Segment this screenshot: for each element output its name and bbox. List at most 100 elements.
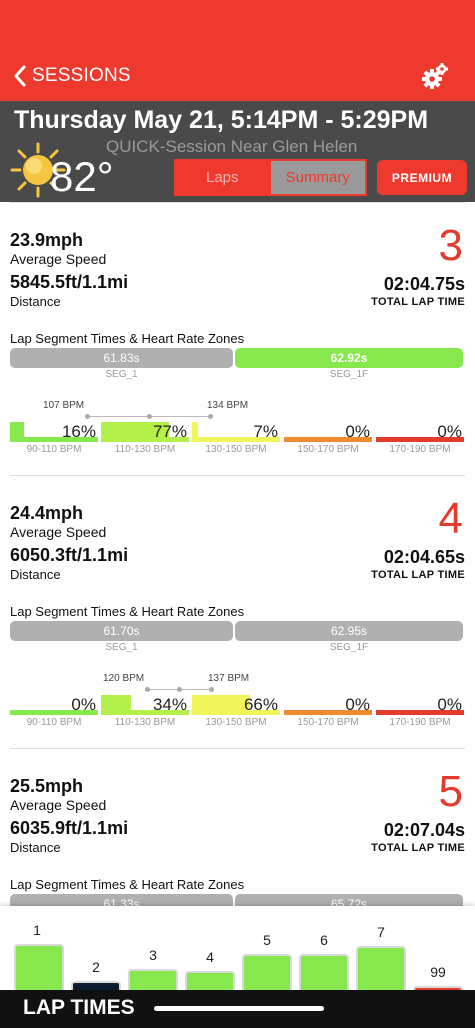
segment-time-bar[interactable]: 61.83s [10,348,233,368]
zone-underline [10,710,98,715]
bpm-max-label: 137 BPM [208,673,250,684]
zone-underline [284,437,372,442]
zone-bpm-label: 150-170 BPM [297,444,359,455]
zone-percent: 7% [253,422,278,441]
premium-button[interactable]: PREMIUM [377,160,467,195]
temperature: 82° [50,153,114,200]
lap-bar-label: 2 [92,959,100,975]
total-lap-time-value: 02:07.04s [383,820,465,840]
lap-times-chart: 1 2 3 4 5 6 7 99 [0,906,475,996]
segment-time-bar[interactable]: 61.70s [10,621,233,641]
view-segmented-control: Laps Summary [174,159,367,196]
lap-number: 3 [438,221,463,270]
average-speed-value: 23.9mph [10,230,84,250]
segment-name: SEG_1 [105,369,138,380]
heart-rate-zone: 16% [10,422,98,442]
back-button-label: SESSIONS [32,65,131,86]
segment-section-title: Lap Segment Times & Heart Rate Zones [10,877,245,892]
average-speed-label: Average Speed [10,251,107,267]
bpm-range-dot [208,414,213,419]
sun-icon [10,142,66,198]
zone-underline [10,437,98,442]
total-lap-time-label: TOTAL LAP TIME [371,569,465,581]
zone-underline [376,437,464,442]
distance-value: 5845.5ft/1.1mi [10,272,129,292]
segment-name: SEG_1 [105,642,138,653]
heart-rate-zone: 0% [10,695,98,715]
segment-time-bar[interactable]: 62.95s [235,621,463,641]
distance-label: Distance [10,294,61,309]
lap-bar-label: 7 [377,924,385,940]
average-speed-label: Average Speed [10,524,107,540]
distance-value: 6035.9ft/1.1mi [10,818,129,838]
zone-fill [192,422,199,442]
session-date: Thursday May 21, 5:14PM - 5:29PM [14,106,429,134]
zone-bpm-label: 110-130 BPM [114,444,176,455]
drag-handle[interactable] [154,1006,324,1011]
bpm-min-label: 120 BPM [103,673,145,684]
lap-number: 4 [438,494,463,543]
lap-bar[interactable] [299,954,349,996]
zone-percent: 0% [345,695,370,714]
bpm-range-dot [145,687,150,692]
bpm-max-label: 134 BPM [207,400,249,411]
zone-underline [284,710,372,715]
distance-value: 6050.3ft/1.1mi [10,545,129,565]
segment-name: SEG_1F [329,642,369,653]
segment-section-title: Lap Segment Times & Heart Rate Zones [10,604,245,619]
zone-percent: 0% [345,422,370,441]
zone-percent: 0% [437,695,462,714]
lap-bar[interactable] [356,946,406,996]
lap-bar-label: 3 [149,947,157,963]
heart-rate-zone: 7% [192,422,280,442]
lap-times-footer[interactable]: LAP TIMES [0,990,475,1028]
back-button[interactable]: SESSIONS [12,62,131,90]
tab-laps[interactable]: Laps [175,160,270,195]
gear-icon[interactable] [420,61,450,91]
heart-rate-zone: 0% [284,422,372,442]
segment-time-bar[interactable]: 62.92s [235,348,463,368]
zone-percent: 0% [71,695,96,714]
total-lap-time-label: TOTAL LAP TIME [371,296,465,308]
zone-bpm-label: 130-150 BPM [205,717,267,728]
card-divider [10,202,465,203]
heart-rate-zone: 66% [192,695,280,715]
average-speed-value: 25.5mph [10,776,84,796]
lap-card: 24.4mph Average Speed 4 6050.3ft/1.1mi Dista… [0,475,475,755]
session-subtitle: QUICK-Session Near Glen Helen [106,137,358,156]
card-divider [10,748,465,749]
lap-bar[interactable] [14,944,64,996]
total-lap-time-label: TOTAL LAP TIME [371,842,465,854]
zone-underline [376,710,464,715]
card-divider [10,475,465,476]
zone-bpm-label: 90-110 BPM [26,717,82,728]
lap-bar-label: 6 [320,932,328,948]
zone-percent: 34% [152,695,187,714]
bpm-min-label: 107 BPM [43,400,85,411]
lap-bar-label: 4 [206,949,214,965]
lap-number: 5 [438,767,463,816]
heart-rate-zone: 34% [101,695,189,715]
zone-bpm-label: 150-170 BPM [297,717,359,728]
lap-times-title: LAP TIMES [23,996,135,1019]
average-speed-label: Average Speed [10,797,107,813]
bpm-range-dot [177,687,182,692]
heart-rate-zone: 0% [376,695,464,715]
tab-summary[interactable]: Summary [269,160,366,195]
zone-percent: 16% [61,422,96,441]
zone-bpm-label: 170-190 BPM [389,717,451,728]
zone-bpm-label: 130-150 BPM [205,444,267,455]
heart-rate-zone: 77% [101,422,189,442]
lap-bar[interactable] [242,954,292,996]
zone-percent: 0% [437,422,462,441]
heart-rate-zone: 0% [376,422,464,442]
chevron-left-icon [14,65,26,87]
zone-underline [101,437,189,442]
total-lap-time-value: 02:04.75s [383,274,465,294]
lap-bar-label: 5 [263,932,271,948]
lap-bar-label: 1 [33,922,41,938]
distance-label: Distance [10,840,61,855]
zone-percent: 77% [152,422,187,441]
heart-rate-zone: 0% [284,695,372,715]
zone-bpm-label: 110-130 BPM [114,717,176,728]
